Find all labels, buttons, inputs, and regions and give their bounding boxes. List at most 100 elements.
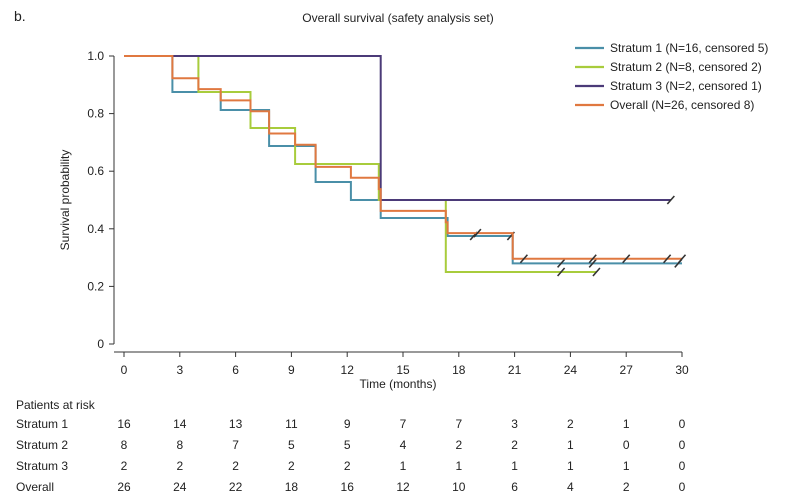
- x-tick-label: 21: [508, 363, 522, 377]
- risk-cell: 0: [679, 459, 686, 473]
- risk-cell: 0: [679, 438, 686, 452]
- risk-row-label: Overall: [16, 480, 54, 494]
- risk-row-label: Stratum 3: [16, 459, 68, 473]
- risk-cell: 2: [623, 480, 630, 494]
- risk-cell: 13: [229, 417, 243, 431]
- risk-cell: 1: [623, 417, 630, 431]
- risk-cell: 5: [344, 438, 351, 452]
- risk-cell: 2: [121, 459, 128, 473]
- x-tick-label: 24: [564, 363, 578, 377]
- axes: 0 0.2 0.4 0.6 0.8 1.0 0 3 6 9 12 15 18 21 24 27 30: [87, 49, 689, 377]
- legend-label: Stratum 3 (N=2, censored 1): [610, 79, 762, 93]
- risk-cell: 14: [173, 417, 187, 431]
- censor-mark: [588, 258, 597, 268]
- x-tick-label: 30: [675, 363, 689, 377]
- risk-cell: 9: [344, 417, 351, 431]
- risk-cell: 1: [511, 459, 518, 473]
- series-4: [124, 55, 687, 264]
- censor-mark: [666, 195, 675, 205]
- risk-cell: 0: [679, 480, 686, 494]
- risk-cell: 16: [341, 480, 355, 494]
- risk-cell: 3: [511, 417, 518, 431]
- risk-cell: 10: [452, 480, 466, 494]
- legend-label: Overall (N=26, censored 8): [610, 98, 754, 112]
- risk-cell: 1: [567, 459, 574, 473]
- x-tick-label: 27: [620, 363, 634, 377]
- risk-cell: 12: [396, 480, 410, 494]
- risk-cell: 4: [567, 480, 574, 494]
- censor-mark: [556, 267, 566, 277]
- censor-mark: [556, 258, 566, 268]
- risk-cell: 8: [121, 438, 128, 452]
- x-tick-label: 3: [176, 363, 183, 377]
- series-line: [124, 55, 682, 260]
- risk-cell: 7: [400, 417, 407, 431]
- series-line: [124, 55, 682, 265]
- chart-title: Overall survival (safety analysis set): [302, 11, 493, 25]
- risk-cell: 6: [511, 480, 518, 494]
- risk-cell: 2: [455, 438, 462, 452]
- risk-cell: 0: [679, 417, 686, 431]
- risk-cell: 18: [285, 480, 299, 494]
- risk-cell: 24: [173, 480, 187, 494]
- series-3: [124, 55, 675, 205]
- risk-cell: 2: [176, 459, 183, 473]
- y-tick-label: 0.2: [87, 279, 104, 293]
- risk-row-label: Stratum 2: [16, 438, 68, 452]
- x-tick-label: 18: [452, 363, 466, 377]
- risk-cell: 1: [623, 459, 630, 473]
- y-tick-label: 1.0: [87, 49, 104, 63]
- risk-cell: 4: [400, 438, 407, 452]
- series-2: [124, 55, 601, 277]
- legend: Stratum 1 (N=16, censored 5) Stratum 2 (N…: [575, 41, 768, 112]
- risk-cell: 2: [511, 438, 518, 452]
- risk-table-title: Patients at risk: [16, 398, 96, 412]
- series-layer: [124, 55, 687, 277]
- x-tick-label: 0: [121, 363, 128, 377]
- y-tick-label: 0.8: [87, 107, 104, 121]
- risk-cell: 2: [232, 459, 239, 473]
- risk-cell: 1: [400, 459, 407, 473]
- censor-mark: [588, 254, 597, 264]
- risk-cell: 2: [567, 417, 574, 431]
- y-tick-label: 0.6: [87, 164, 104, 178]
- legend-label: Stratum 2 (N=8, censored 2): [610, 60, 762, 74]
- risk-cell: 22: [229, 480, 243, 494]
- risk-cell: 5: [288, 438, 295, 452]
- censor-mark: [519, 254, 529, 264]
- y-tick-label: 0: [97, 337, 104, 351]
- risk-row-label: Stratum 1: [16, 417, 68, 431]
- x-axis-label: Time (months): [360, 377, 437, 391]
- censor-mark: [622, 254, 631, 264]
- risk-cell: 7: [232, 438, 239, 452]
- y-ticks: 0 0.2 0.4 0.6 0.8 1.0: [87, 49, 114, 351]
- risk-cell: 11: [285, 417, 298, 431]
- legend-label: Stratum 1 (N=16, censored 5): [610, 41, 768, 55]
- risk-cell: 8: [176, 438, 183, 452]
- panel-label: b.: [14, 8, 26, 24]
- x-tick-label: 15: [396, 363, 410, 377]
- risk-cell: 1: [455, 459, 462, 473]
- x-tick-label: 9: [288, 363, 295, 377]
- censor-mark: [677, 254, 687, 264]
- risk-cell: 0: [623, 438, 630, 452]
- series-1: [124, 55, 683, 268]
- risk-cell: 2: [344, 459, 351, 473]
- risk-cell: 2: [288, 459, 295, 473]
- y-tick-label: 0.4: [87, 222, 104, 236]
- y-axis-label: Survival probability: [58, 150, 72, 251]
- censor-mark: [663, 254, 672, 264]
- risk-cell: 16: [117, 417, 131, 431]
- x-ticks: 0 3 6 9 12 15 18 21 24 27 30: [121, 352, 689, 377]
- series-line: [124, 55, 597, 273]
- risk-cell: 1: [567, 438, 574, 452]
- series-line: [124, 55, 671, 201]
- x-tick-label: 6: [232, 363, 239, 377]
- censor-mark: [473, 228, 482, 238]
- risk-cell: 26: [117, 480, 131, 494]
- censor-mark: [592, 267, 601, 277]
- risk-cell: 7: [455, 417, 462, 431]
- x-tick-label: 12: [341, 363, 355, 377]
